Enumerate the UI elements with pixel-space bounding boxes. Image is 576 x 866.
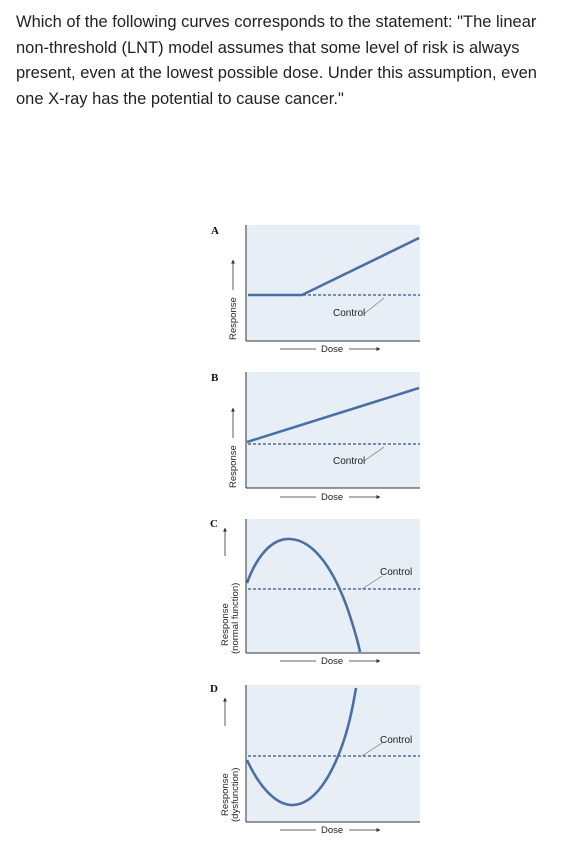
y-label-group-c: Response (normal function) xyxy=(220,527,241,654)
panel-letter-b: B xyxy=(211,372,219,384)
response-curve-c xyxy=(245,537,362,653)
control-pointer-d xyxy=(361,742,383,757)
control-label-b: Control xyxy=(333,456,365,467)
plot-area-d xyxy=(246,685,420,822)
x-label-d: Dose xyxy=(321,825,343,836)
panel-d: D Control Dose Response (dysfunction) xyxy=(210,683,420,836)
control-pointer-c xyxy=(361,575,383,590)
panel-letter-a: A xyxy=(211,225,219,237)
y-label-c: Response xyxy=(220,603,231,646)
control-label-a: Control xyxy=(333,308,365,319)
dose-response-figure: A Control Dose Response B Contr xyxy=(196,218,436,842)
plot-area-a xyxy=(246,225,420,341)
x-label-c: Dose xyxy=(321,656,343,667)
x-label-b: Dose xyxy=(321,492,343,503)
y-label2-d: (dysfunction) xyxy=(230,768,241,822)
panel-c: C Control Dose Response (normal function… xyxy=(210,518,420,667)
plot-area-b xyxy=(246,372,420,488)
control-label-d: Control xyxy=(380,735,412,746)
response-curve-b xyxy=(246,386,420,444)
y-label-group-b: Response xyxy=(228,407,239,488)
y-label-group-a: Response xyxy=(228,259,239,340)
y-label2-c: (normal function) xyxy=(230,583,241,654)
y-label-group-d: Response (dysfunction) xyxy=(220,697,241,822)
y-label-a: Response xyxy=(228,297,239,340)
control-pointer-b xyxy=(363,446,385,462)
y-label-d: Response xyxy=(220,773,231,816)
plot-area-c xyxy=(246,519,420,653)
question-text: Which of the following curves correspond… xyxy=(16,13,537,108)
panel-letter-d: D xyxy=(210,683,218,695)
panel-letter-c: C xyxy=(210,518,218,530)
panel-b: B Control Dose Response xyxy=(211,372,420,503)
control-pointer-a xyxy=(363,297,385,315)
y-label-b: Response xyxy=(228,445,239,488)
panel-a: A Control Dose Response xyxy=(211,225,420,355)
x-label-a: Dose xyxy=(321,344,343,355)
response-curve-d xyxy=(245,687,358,807)
response-curve-a xyxy=(248,236,420,297)
control-label-c: Control xyxy=(380,567,412,578)
